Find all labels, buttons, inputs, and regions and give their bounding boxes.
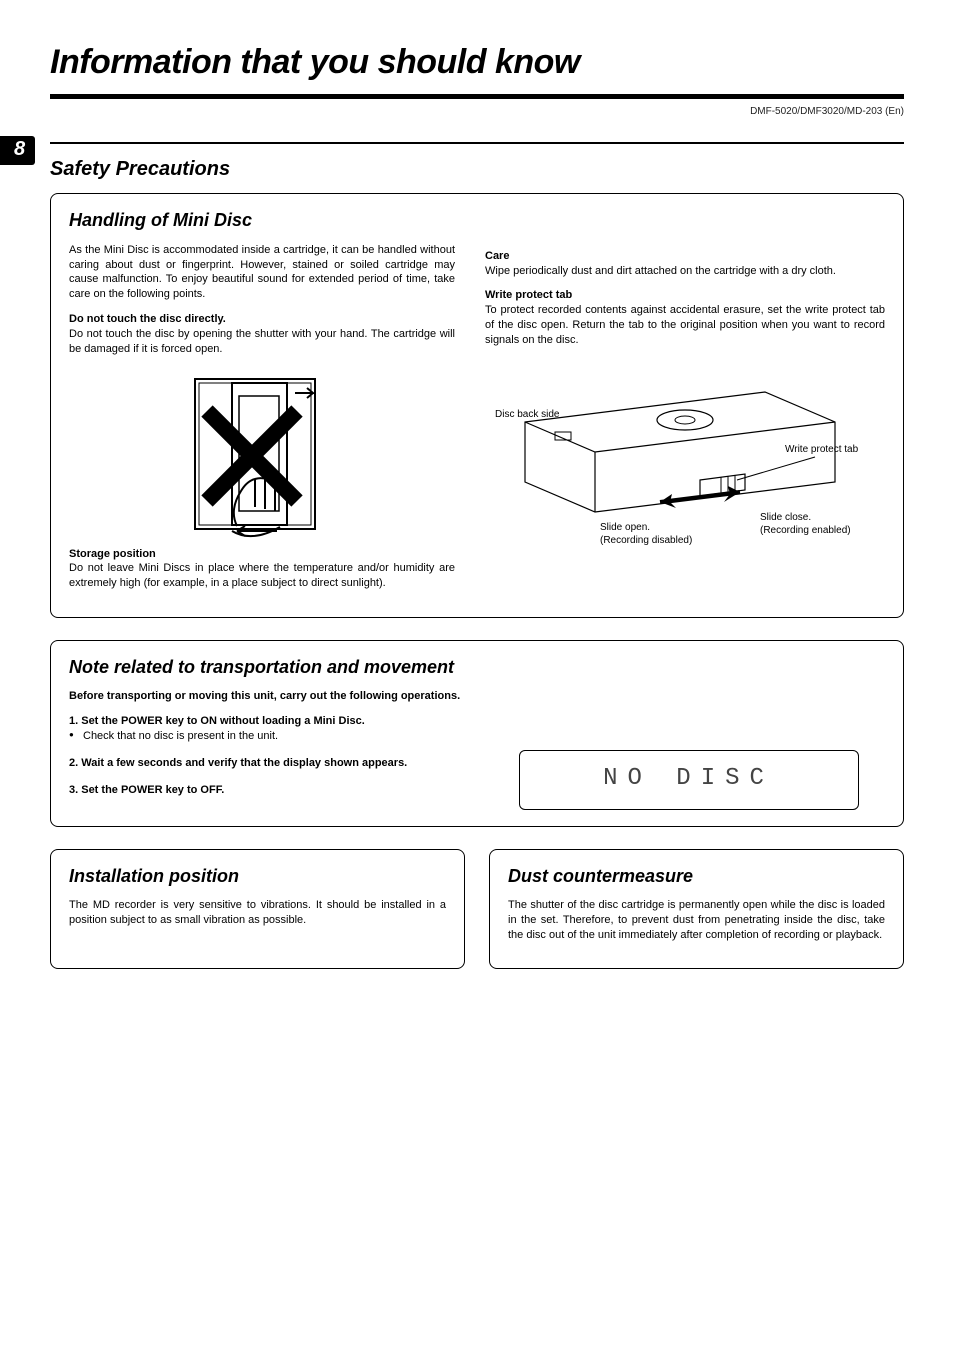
label-slide-open-sub: (Recording disabled) <box>600 535 692 546</box>
handling-left-col: As the Mini Disc is accommodated inside … <box>69 243 455 601</box>
transport-step2: 2. Wait a few seconds and verify that th… <box>69 756 462 771</box>
transport-intro: Before transporting or moving this unit,… <box>69 689 462 704</box>
lcd-display: NO DISC <box>519 750 859 810</box>
title-bar: Information that you should know <box>50 40 904 99</box>
no-touch-body: Do not touch the disc by opening the shu… <box>69 327 455 357</box>
page-title: Information that you should know <box>50 40 904 86</box>
handling-heading: Handling of Mini Disc <box>69 208 885 232</box>
cartridge-x-illustration <box>177 371 347 541</box>
storage-head: Storage position <box>69 547 455 562</box>
transport-step3: 3. Set the POWER key to OFF. <box>69 783 462 798</box>
safety-heading: Safety Precautions <box>50 156 904 183</box>
handling-intro: As the Mini Disc is accommodated inside … <box>69 243 455 302</box>
label-wp-tab: Write protect tab <box>785 444 859 455</box>
label-slide-open: Slide open. <box>600 522 650 533</box>
install-body: The MD recorder is very sensitive to vib… <box>69 898 446 928</box>
care-head: Care <box>485 249 885 264</box>
care-body: Wipe periodically dust and dirt attached… <box>485 264 885 279</box>
label-slide-close-sub: (Recording enabled) <box>760 525 851 536</box>
wp-head: Write protect tab <box>485 288 885 303</box>
install-heading: Installation position <box>69 864 446 888</box>
write-protect-diagram: Disc back side Write protect tab Slide o… <box>485 362 885 552</box>
label-disc-back: Disc back side <box>495 409 560 420</box>
no-touch-head: Do not touch the disc directly. <box>69 312 455 327</box>
dust-body: The shutter of the disc cartridge is per… <box>508 898 885 943</box>
page-number-tab: 8 <box>0 136 35 165</box>
label-slide-close: Slide close. <box>760 512 811 523</box>
transport-left: Note related to transportation and movem… <box>69 655 462 810</box>
page-divider: 8 <box>50 142 904 144</box>
storage-body: Do not leave Mini Discs in place where t… <box>69 561 455 591</box>
wp-body: To protect recorded contents against acc… <box>485 303 885 348</box>
install-box: Installation position The MD recorder is… <box>50 849 465 970</box>
transport-step1: 1. Set the POWER key to ON without loadi… <box>69 714 462 744</box>
dust-heading: Dust countermeasure <box>508 864 885 888</box>
step1-sub: Check that no disc is present in the uni… <box>69 729 462 744</box>
handling-right-col: Care Wipe periodically dust and dirt att… <box>485 243 885 601</box>
transport-box: Note related to transportation and movem… <box>50 640 904 827</box>
step1-text: 1. Set the POWER key to ON without loadi… <box>69 715 365 727</box>
transport-right: NO DISC <box>492 655 885 810</box>
dust-box: Dust countermeasure The shutter of the d… <box>489 849 904 970</box>
model-label: DMF-5020/DMF3020/MD-203 (En) <box>50 105 904 119</box>
handling-box: Handling of Mini Disc As the Mini Disc i… <box>50 193 904 618</box>
transport-heading: Note related to transportation and movem… <box>69 655 462 679</box>
